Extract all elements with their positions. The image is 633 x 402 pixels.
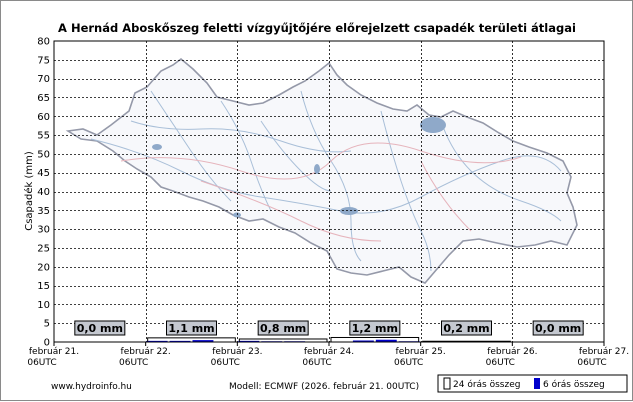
legend: 24 órás összeg 6 órás összeg (438, 375, 627, 392)
daily-sum-label: 0,2 mm (443, 322, 489, 335)
y-tick-label: 5 (44, 319, 50, 330)
x-tick-time: 06UTC (394, 358, 423, 368)
y-tick-label: 40 (37, 187, 50, 198)
daily-sum-labels: 0,0 mm 1,1 mm 0,8 mm 1,2 mm 0,2 mm 0,0 mm (75, 321, 583, 342)
y-tick-label: 75 (37, 55, 50, 66)
y-tick-label: 15 (37, 281, 50, 292)
legend-swatch-six-hour (534, 378, 540, 389)
y-tick-label: 65 (37, 93, 50, 104)
x-tick-date: február 21. (29, 347, 79, 357)
daily-sum-label: 0,0 mm (77, 322, 123, 335)
x-tick-date: február 23. (212, 347, 262, 357)
y-axis-label: Csapadék (mm) (23, 151, 35, 231)
x-tick-date: február 26. (487, 347, 537, 357)
y-tick-label: 70 (37, 74, 50, 85)
legend-label-daily: 24 órás összeg (453, 379, 520, 390)
y-tick-label: 20 (37, 262, 50, 273)
y-tick-label: 60 (37, 112, 50, 123)
lake-shape (314, 164, 320, 174)
daily-sum-bar (239, 339, 327, 342)
daily-sum-label: 1,1 mm (168, 322, 214, 335)
legend-swatch-daily (444, 378, 450, 389)
catchment-outline (68, 59, 577, 283)
x-tick-time: 06UTC (211, 358, 240, 368)
daily-sum-label: 1,2 mm (352, 322, 398, 335)
y-tick-label: 35 (37, 206, 50, 217)
x-tick-date: február 25. (396, 347, 446, 357)
x-tick-time: 06UTC (302, 358, 331, 368)
chart-title: A Hernád Aboskőszeg feletti vízgyűjtőjér… (58, 21, 576, 35)
lake-shape (152, 144, 162, 150)
lake-shape (233, 213, 241, 218)
x-tick-time: 06UTC (119, 358, 148, 368)
daily-sum-bar (423, 341, 511, 342)
lake-shape (340, 207, 358, 215)
y-tick-label: 25 (37, 243, 50, 254)
x-tick-date: február 27. (579, 347, 629, 357)
x-tick-time: 06UTC (577, 358, 606, 368)
legend-label-six-hour: 6 órás összeg (543, 379, 605, 390)
y-tick-label: 30 (37, 225, 50, 236)
y-tick-label: 45 (37, 168, 50, 179)
x-tick-date: február 22. (121, 347, 171, 357)
catchment-map-background (68, 59, 577, 283)
x-tick-time: 06UTC (27, 358, 56, 368)
y-tick-label: 80 (37, 37, 50, 48)
model-info: Modell: ECMWF (2026. február 21. 00UTC) (229, 382, 419, 392)
y-tick-label: 50 (37, 149, 50, 160)
daily-sum-label: 0,0 mm (535, 322, 581, 335)
y-tick-label: 10 (37, 300, 50, 311)
lake-shape (420, 117, 446, 133)
daily-sum-label: 0,8 mm (260, 322, 306, 335)
website-credit[interactable]: www.hydroinfo.hu (51, 382, 132, 392)
x-tick-date: február 24. (304, 347, 354, 357)
y-tick-label: 55 (37, 131, 50, 142)
x-tick-time: 06UTC (486, 358, 515, 368)
